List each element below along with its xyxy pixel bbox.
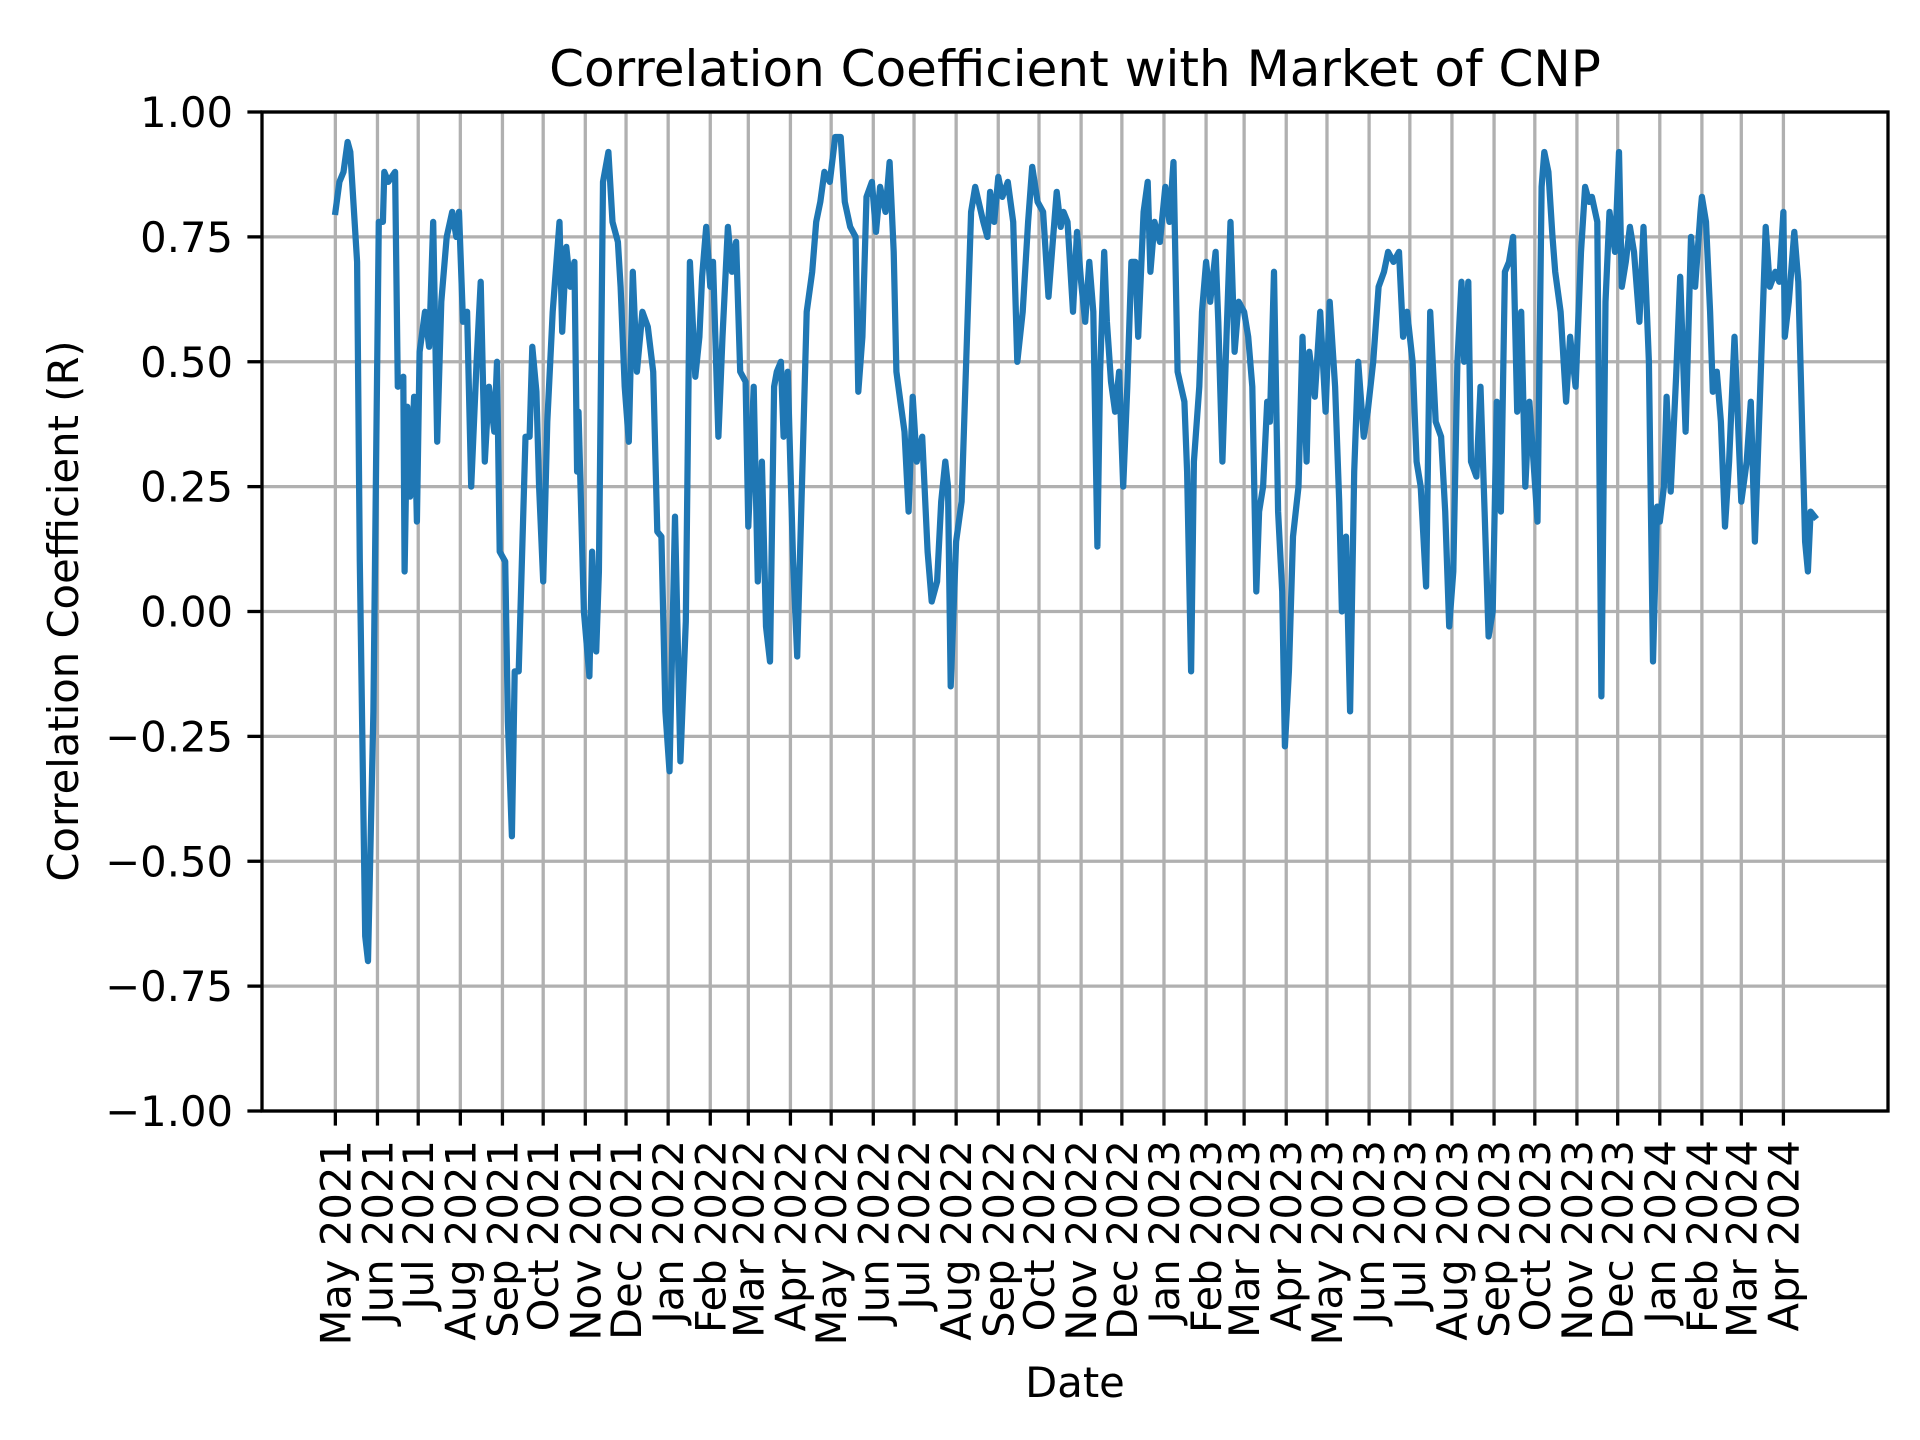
series-layer	[331, 133, 1819, 965]
x-tick-label: Apr 2022	[766, 1140, 815, 1331]
y-axis-label: Correlation Coefficient (R)	[39, 340, 88, 881]
x-tick-label: May 2022	[807, 1140, 856, 1346]
x-tick-label: Dec 2023	[1594, 1140, 1643, 1340]
y-tick-label: 0.25	[140, 463, 233, 512]
x-tick-label: May 2023	[1303, 1140, 1352, 1346]
y-tick-label: 0.00	[140, 588, 233, 637]
x-tick-label: Apr 2023	[1262, 1140, 1311, 1331]
x-tick-label: Aug 2022	[932, 1140, 981, 1341]
x-tick-label: Jul 2022	[890, 1140, 939, 1313]
x-tick-label: Jun 2021	[353, 1140, 402, 1327]
y-tick-label: 1.00	[140, 88, 233, 137]
x-axis-label: Date	[1025, 1358, 1125, 1407]
x-tick-label: Nov 2023	[1553, 1140, 1602, 1341]
y-tick-label: −0.75	[105, 962, 233, 1011]
x-tick-label: Mar 2024	[1717, 1140, 1766, 1338]
x-tick-label: Apr 2024	[1759, 1140, 1808, 1331]
x-tick-label: Oct 2021	[519, 1140, 568, 1331]
x-tick-label: Mar 2023	[1220, 1140, 1269, 1338]
x-tick-label: Sep 2023	[1470, 1140, 1519, 1338]
x-tick-label: Jun 2023	[1345, 1140, 1394, 1327]
x-tick-label: Mar 2022	[724, 1140, 773, 1338]
x-tick-label: Aug 2021	[436, 1140, 485, 1341]
x-tick-label: Jun 2022	[849, 1140, 898, 1327]
x-tick-label: Feb 2024	[1678, 1140, 1727, 1333]
x-tick-label: Dec 2021	[602, 1140, 651, 1340]
x-tick-label: Dec 2022	[1098, 1140, 1147, 1340]
x-tick-label: Jan 2024	[1636, 1140, 1685, 1327]
x-tick-label: Feb 2022	[686, 1140, 735, 1333]
x-tick-label: Aug 2023	[1428, 1140, 1477, 1341]
x-tick-label: Jul 2023	[1386, 1140, 1435, 1313]
correlation-series-line	[331, 133, 1819, 965]
x-tick-label: Feb 2023	[1182, 1140, 1231, 1333]
y-tick-label: 0.75	[140, 213, 233, 262]
y-tick-label: 0.50	[140, 338, 233, 387]
x-tick-label: Nov 2022	[1057, 1140, 1106, 1341]
y-tick-label: −0.50	[105, 837, 233, 886]
x-tick-label: Sep 2022	[974, 1140, 1023, 1338]
x-tick-label: Oct 2023	[1511, 1140, 1560, 1331]
x-tick-label: May 2021	[311, 1140, 360, 1346]
x-tick-label: Oct 2022	[1015, 1140, 1064, 1331]
x-tick-label: Jan 2023	[1140, 1140, 1189, 1327]
chart-title: Correlation Coefficient with Market of C…	[549, 40, 1601, 98]
x-tick-label: Jan 2022	[644, 1140, 693, 1327]
x-tick-label: Jul 2021	[394, 1140, 443, 1313]
y-tick-label: −1.00	[105, 1087, 233, 1136]
x-tick-label: Sep 2021	[478, 1140, 527, 1338]
y-axis-ticks: −1.00 −0.75 −0.50 −0.25 0.00 0.25 0.50 0.75 1.00	[105, 88, 262, 1136]
x-tick-label: Nov 2021	[561, 1140, 610, 1341]
y-tick-label: −0.25	[105, 712, 233, 761]
